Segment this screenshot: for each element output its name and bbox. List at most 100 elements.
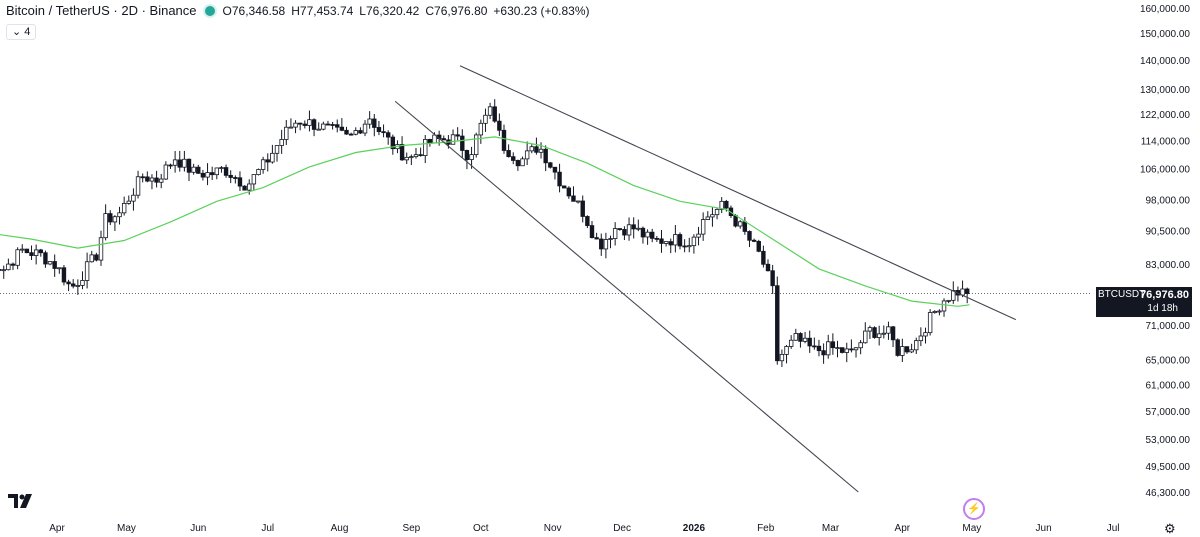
candle-body [376, 127, 382, 133]
ohlc-low: L76,320.42 [359, 3, 420, 18]
candle-body [302, 123, 308, 126]
candlestick-series [0, 99, 970, 367]
candle-body [867, 327, 873, 332]
candle-body [779, 354, 785, 362]
candle-body [941, 300, 947, 312]
candle-body [733, 215, 738, 227]
candle-body [460, 135, 465, 151]
candle-body [469, 154, 474, 161]
candle-body [858, 342, 863, 349]
time-tick-label: Jun [1036, 523, 1052, 534]
candle-body [807, 337, 812, 347]
candle-body [617, 228, 622, 230]
moving-average-series [0, 136, 970, 307]
candle-body [895, 339, 900, 356]
candle-body [409, 156, 414, 159]
candle-body [765, 263, 771, 272]
price-tick-label: 140,000.00 [1140, 56, 1190, 67]
candle-body [135, 176, 141, 196]
candle-body [747, 231, 752, 241]
candle-body [793, 333, 799, 341]
candle-body [52, 261, 57, 269]
candle-body [562, 185, 567, 189]
candle-body [738, 221, 743, 227]
candle-body [951, 290, 956, 301]
trendline[interactable] [394, 100, 859, 493]
candle-body [826, 341, 831, 356]
candle-body [168, 164, 173, 167]
candle-body [71, 283, 76, 287]
candle-body [311, 119, 317, 130]
trendline-drawings[interactable] [394, 65, 1017, 493]
candle-body [205, 172, 210, 178]
candle-body [196, 166, 201, 174]
candle-body [751, 239, 757, 242]
candle-body [214, 167, 220, 176]
candle-body [353, 130, 358, 135]
candle-body [863, 330, 868, 344]
price-tick-label: 65,000.00 [1146, 356, 1191, 367]
candle-body [413, 154, 419, 158]
candle-body [798, 333, 803, 342]
candle-body [260, 159, 266, 170]
bar-countdown: 1d 18h [1147, 303, 1178, 314]
time-axis[interactable]: Apr May Jun Jul Aug Sep Oct Nov Dec 2026 Feb Mar Apr… [49, 523, 1119, 534]
candle-body [770, 270, 775, 287]
candle-body [668, 241, 673, 246]
candle-body [585, 216, 590, 226]
candle-body [714, 208, 720, 216]
indicators-toggle-button[interactable]: ⌄ 4 [6, 24, 37, 40]
price-axis[interactable]: 160,000.00 150,000.00 140,000.00 130,000.00… [1140, 4, 1190, 499]
moving-average-line [0, 136, 970, 307]
candle-body [515, 160, 521, 167]
candle-body [946, 299, 951, 302]
tradingview-logo-icon[interactable] [8, 492, 34, 513]
candle-body [293, 122, 298, 128]
time-tick-label: Apr [49, 523, 65, 534]
lightning-icon[interactable]: ⚡ [963, 498, 985, 520]
price-tick-label: 71,000.00 [1146, 321, 1191, 332]
candle-body [145, 176, 150, 182]
candle-body [24, 248, 30, 254]
candle-body [710, 214, 715, 218]
candle-body [687, 245, 692, 248]
candle-body [645, 231, 650, 238]
time-tick-label: 2026 [683, 523, 706, 534]
candle-body [418, 154, 423, 157]
candle-body [66, 281, 71, 285]
candle-body [1, 269, 6, 272]
candle-body [29, 252, 34, 256]
candle-body [172, 159, 178, 166]
time-tick-label: Mar [822, 523, 840, 534]
candle-body [61, 267, 67, 283]
candle-body [612, 228, 618, 239]
candle-body [57, 267, 62, 270]
candle-body [163, 164, 169, 180]
candle-body [904, 346, 910, 353]
market-status-icon[interactable] [202, 3, 217, 18]
candle-body [372, 118, 377, 128]
price-tick-label: 98,000.00 [1146, 195, 1191, 206]
candle-body [663, 241, 669, 244]
candle-body [839, 347, 845, 353]
time-tick-label: Sep [402, 523, 420, 534]
candle-body [853, 347, 859, 351]
candle-body [265, 159, 270, 163]
candle-body [497, 120, 502, 131]
candle-body [473, 134, 479, 155]
gear-icon[interactable]: ⚙ [1164, 521, 1176, 536]
symbol-title[interactable]: Bitcoin / TetherUS · 2D · Binance [6, 3, 197, 18]
candle-body [849, 348, 854, 351]
candle-body [94, 254, 99, 261]
candle-body [478, 122, 484, 136]
candle-body [274, 145, 280, 154]
candle-body [900, 346, 905, 356]
price-tick-label: 130,000.00 [1140, 85, 1190, 96]
trendline[interactable] [459, 65, 1017, 321]
candle-body [636, 227, 641, 230]
candle-body [186, 158, 192, 173]
chevron-down-icon: ⌄ [12, 26, 22, 38]
candle-body [362, 123, 368, 134]
candle-body [534, 146, 539, 153]
